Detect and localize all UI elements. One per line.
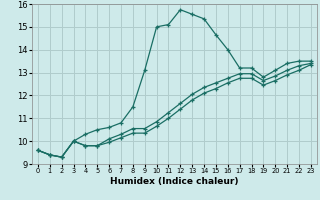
X-axis label: Humidex (Indice chaleur): Humidex (Indice chaleur) xyxy=(110,177,239,186)
